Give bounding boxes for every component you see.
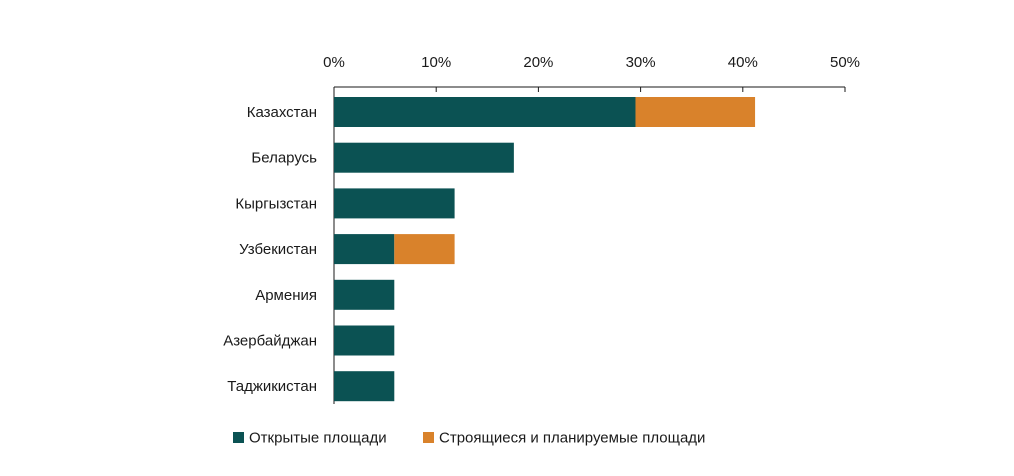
- bar-segment-0: [334, 97, 636, 127]
- bars: [334, 97, 756, 402]
- category-label: Казахстан: [247, 104, 317, 121]
- legend-swatch: [233, 432, 244, 443]
- bar-segment-0: [334, 142, 514, 173]
- legend-label: Строящиеся и планируемые площади: [439, 430, 705, 447]
- x-tick-label: 30%: [626, 54, 656, 71]
- category-label: Беларусь: [251, 150, 317, 167]
- bar-segment-0: [334, 234, 395, 265]
- category-label: Узбекистан: [239, 241, 317, 258]
- category-label: Таджикистан: [227, 378, 317, 395]
- category-labels: Казахстан Беларусь Кыргызстан Узбекистан Арм…: [223, 104, 317, 395]
- x-tick-label: 10%: [421, 54, 451, 71]
- bar-segment-0: [334, 279, 395, 310]
- category-label: Кыргызстан: [235, 195, 317, 212]
- bar-segment-0: [334, 188, 455, 219]
- bar-segment-1: [635, 97, 756, 127]
- x-tick-label: 40%: [728, 54, 758, 71]
- legend-swatch: [423, 432, 434, 443]
- x-tick-label: 0%: [323, 54, 345, 71]
- category-label: Азербайджан: [223, 333, 317, 350]
- bar-segment-0: [334, 325, 395, 356]
- bar-segment-0: [334, 371, 395, 402]
- legend-label: Открытые площади: [249, 430, 387, 447]
- bar-segment-1: [394, 234, 455, 265]
- x-tick-label: 20%: [523, 54, 553, 71]
- x-tick-label: 50%: [830, 54, 860, 71]
- x-axis: 0% 10% 20% 30% 40% 50%: [323, 54, 860, 404]
- legend: Открытые площади Строящиеся и планируемые…: [233, 430, 705, 447]
- category-label: Армения: [255, 287, 317, 304]
